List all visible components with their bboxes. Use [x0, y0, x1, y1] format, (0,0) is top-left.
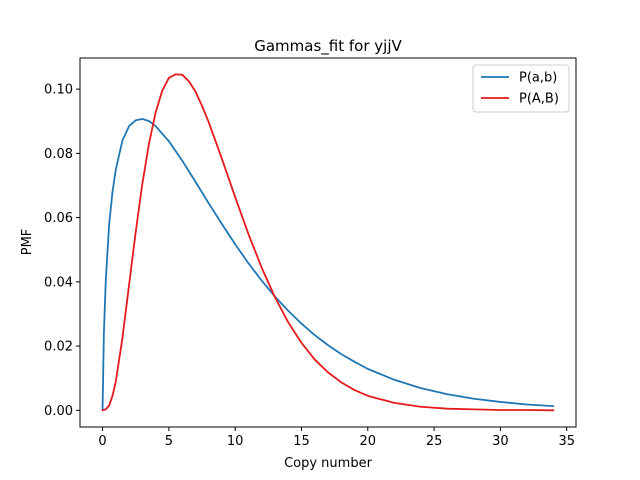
- x-tick-label: 20: [360, 434, 377, 449]
- x-tick-label: 25: [426, 434, 443, 449]
- chart-title: Gammas_fit for yjjV: [254, 37, 402, 56]
- x-tick-label: 15: [293, 434, 310, 449]
- series-line-1: [101, 73, 555, 412]
- y-tick-label: 0.02: [44, 340, 73, 355]
- x-tick-label: 0: [98, 434, 106, 449]
- x-axis-ticks: 0 5 10 15 20 25 30 35: [98, 427, 575, 449]
- axes-frame: [79, 57, 577, 428]
- series-lines: [101, 73, 555, 412]
- x-tick-label: 30: [492, 434, 509, 449]
- series-line-0: [101, 118, 555, 412]
- y-tick-label: 0.10: [44, 83, 73, 98]
- x-axis-label: Copy number: [284, 456, 373, 471]
- x-tick-label: 10: [227, 434, 244, 449]
- y-axis-label: PMF: [20, 229, 35, 256]
- legend-entry-0: P(a,b): [519, 71, 557, 86]
- y-tick-label: 0.06: [44, 211, 73, 226]
- y-tick-label: 0.08: [44, 147, 73, 162]
- y-tick-label: 0.04: [44, 275, 73, 290]
- y-tick-label: 0.00: [44, 404, 73, 419]
- x-tick-label: 5: [165, 434, 173, 449]
- y-axis-ticks: 0.00 0.02 0.04 0.06 0.08 0.10: [44, 83, 80, 419]
- legend-entry-1: P(A,B): [519, 92, 559, 107]
- legend: P(a,b) P(A,B): [472, 64, 570, 113]
- x-tick-label: 35: [558, 434, 575, 449]
